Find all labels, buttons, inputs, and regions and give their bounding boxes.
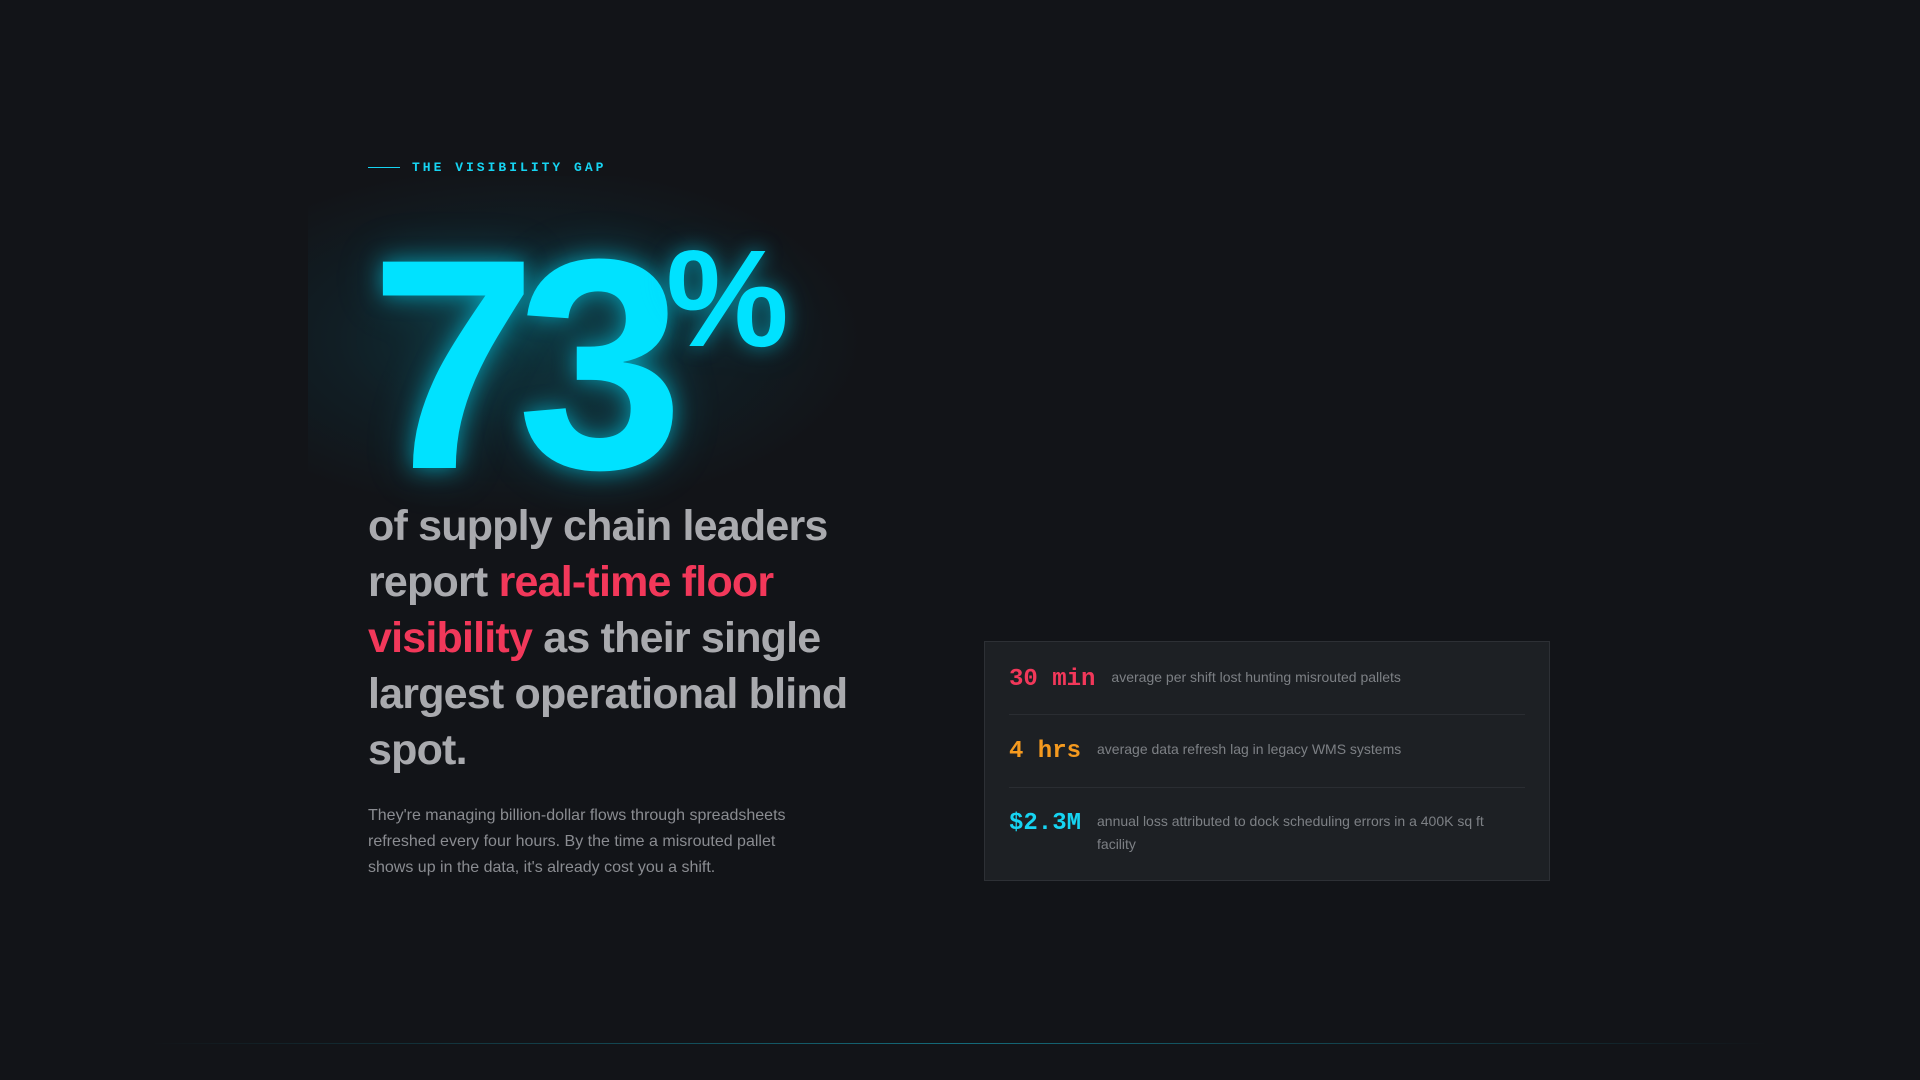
stat-value: 30 min [1009,666,1096,693]
headline-part-1: of supply chain leaders report [368,502,828,606]
eyebrow-rule [368,166,400,168]
hero-section: THE VISIBILITY GAP 73 % of supply chain … [308,150,908,881]
headline: of supply chain leaders report real-time… [368,498,888,778]
bottom-divider [150,1043,1770,1044]
stat-number: 73 [370,196,684,532]
headline-part-2: as their single largest operational blin… [368,614,848,774]
stat-value: $2.3M [1009,810,1082,837]
stat-row: 4 hrs average data refresh lag in legacy… [1009,715,1525,788]
stat-value: 4 hrs [1009,738,1082,765]
hero-stat: 73 % [308,176,908,516]
stat-row: 30 min average per shift lost hunting mi… [1009,642,1525,715]
stat-row: $2.3M annual loss attributed to dock sch… [1009,788,1525,880]
headline-highlight: real-time floor visibility [368,558,774,662]
section-eyebrow: THE VISIBILITY GAP [368,150,908,184]
body-text: They're managing billion-dollar flows th… [368,807,786,876]
stat-description: annual loss attributed to dock schedulin… [1097,813,1484,852]
stat-unit: % [666,222,789,376]
stat-description: average data refresh lag in legacy WMS s… [1097,741,1402,757]
stats-panel: 30 min average per shift lost hunting mi… [984,641,1550,881]
stat-description: average per shift lost hunting misrouted… [1111,669,1401,685]
eyebrow-label: THE VISIBILITY GAP [412,159,607,175]
